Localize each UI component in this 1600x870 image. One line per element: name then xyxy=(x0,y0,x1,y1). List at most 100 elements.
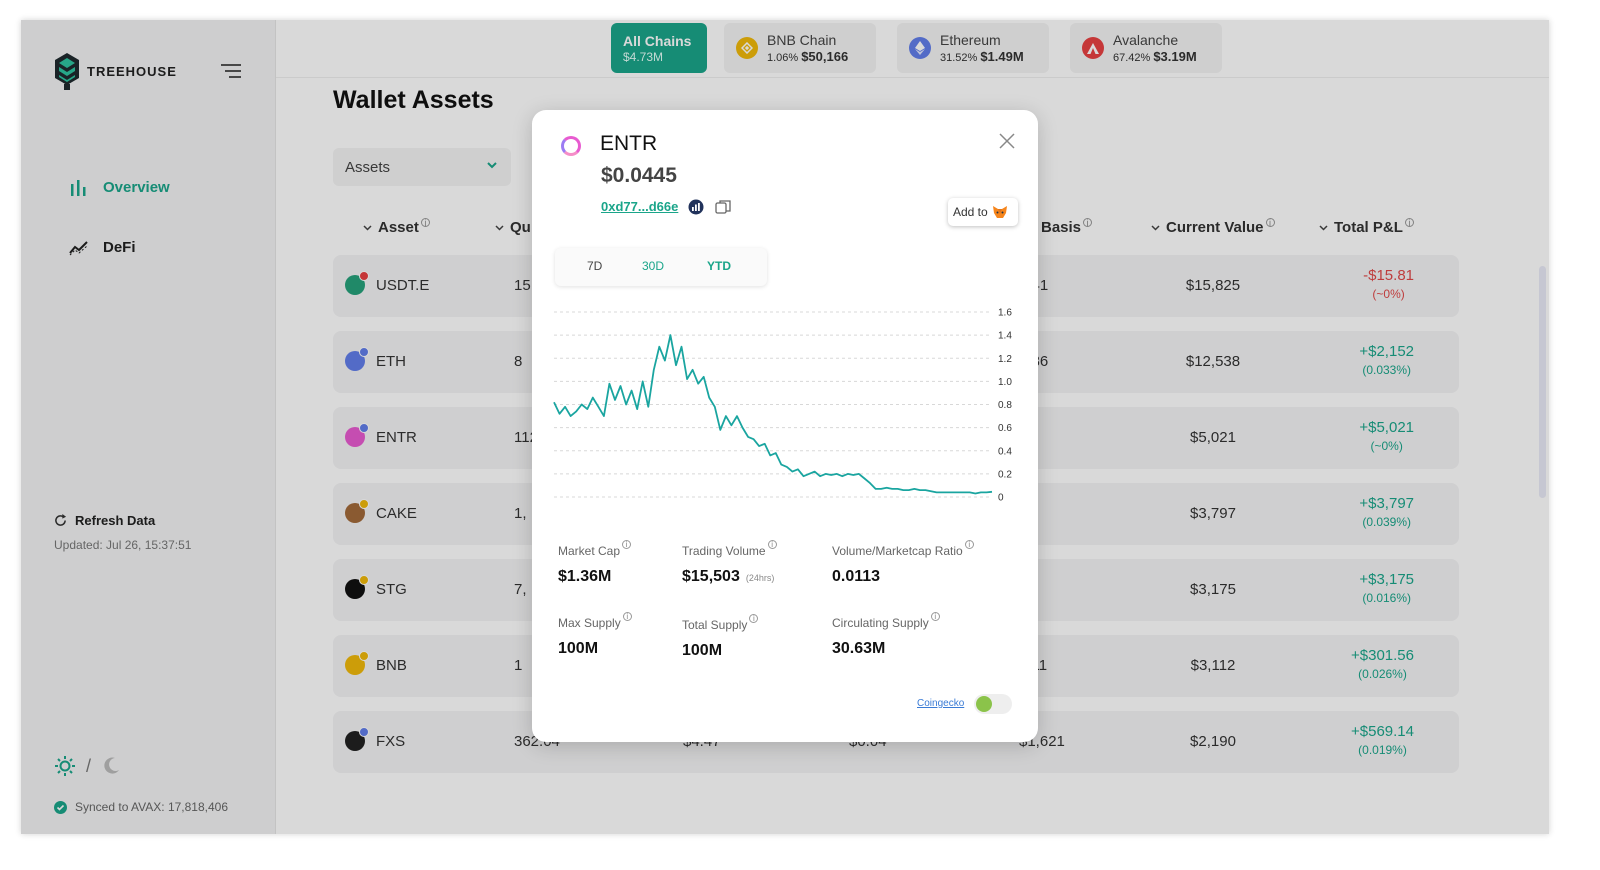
stat-value: $1.36M xyxy=(558,568,612,585)
asset-pnl: +$3,797 xyxy=(1359,495,1414,512)
column-header-quantity[interactable]: Qu xyxy=(495,219,531,236)
treehouse-logo-icon xyxy=(55,53,79,90)
tab-avalanche[interactable]: Avalanche 67.42% $3.19M xyxy=(1070,23,1222,73)
nav-item-label: Overview xyxy=(103,178,170,196)
column-header-cost-basis[interactable]: Basis i xyxy=(1041,218,1093,236)
column-label: Qu xyxy=(510,219,531,236)
close-icon[interactable] xyxy=(999,133,1015,149)
info-icon[interactable]: i xyxy=(622,540,632,549)
asset-icon xyxy=(345,423,369,447)
token-detail-modal: ENTR $0.0445 0xd77...d66e Add to 7D 30D … xyxy=(532,110,1038,742)
updated-timestamp: Updated: Jul 26, 15:37:51 xyxy=(54,538,192,552)
check-circle-icon xyxy=(54,800,67,814)
info-icon[interactable]: i xyxy=(767,540,777,549)
asset-icon xyxy=(345,271,369,295)
asset-name: FXS xyxy=(376,733,406,750)
y-tick-label: 0.2 xyxy=(998,469,1012,480)
page-title: Wallet Assets xyxy=(333,86,494,114)
stat-value: $15,503 xyxy=(682,568,740,585)
asset-filter-select[interactable]: Assets xyxy=(333,148,511,186)
stat-value: 100M xyxy=(558,640,599,657)
sort-chevron-icon xyxy=(363,224,372,231)
asset-icon xyxy=(345,347,369,371)
data-source-toggle[interactable] xyxy=(974,694,1012,714)
stat-label: Volume/Marketcap Ratio xyxy=(832,544,963,558)
chain-badge-icon xyxy=(359,423,369,433)
asset-quantity: 1, xyxy=(514,505,527,522)
column-label: Total P&L xyxy=(1334,219,1403,236)
asset-current-value: $2,190 xyxy=(1190,733,1236,750)
asset-pnl-percent: (0.033%) xyxy=(1362,363,1412,377)
asset-quantity: 112 xyxy=(514,429,538,446)
sync-status: Synced to AVAX: 17,818,406 xyxy=(54,800,228,814)
asset-pnl-percent: (0.039%) xyxy=(1362,515,1412,529)
theme-toggle: / xyxy=(54,755,121,777)
column-label: Current Value xyxy=(1166,219,1264,236)
y-tick-label: 1.6 xyxy=(998,308,1012,319)
asset-pnl-percent: (~0%) xyxy=(1372,287,1405,301)
asset-pnl-percent: (0.026%) xyxy=(1358,667,1407,681)
column-header-total-pnl[interactable]: Total P&L i xyxy=(1319,218,1414,236)
chain-badge-icon xyxy=(359,575,369,585)
info-icon[interactable]: i xyxy=(964,540,974,549)
nav-item-defi[interactable]: DeFi xyxy=(69,238,136,256)
tab-all-chains[interactable]: All Chains $4.73M xyxy=(611,23,707,73)
asset-current-value: $15,825 xyxy=(1185,277,1241,294)
info-icon[interactable]: i xyxy=(1083,218,1093,228)
time-range-selector: 7D 30D YTD xyxy=(555,248,767,286)
column-header-current-value[interactable]: Current Value i xyxy=(1151,218,1275,236)
info-icon[interactable]: i xyxy=(1404,218,1414,228)
asset-pnl: +$569.14 xyxy=(1351,723,1414,740)
stat-label: Trading Volume xyxy=(682,544,766,558)
range-ytd-button[interactable]: YTD xyxy=(707,259,731,273)
chain-tabs: All Chains $4.73M BNB Chain 1.06% $50,166… xyxy=(276,20,1549,78)
asset-current-value: $12,538 xyxy=(1185,353,1241,370)
brand-name: TREEHOUSE xyxy=(87,63,177,79)
info-icon[interactable]: i xyxy=(1265,218,1275,228)
chain-badge-icon xyxy=(359,651,369,661)
stat-value: 100M xyxy=(682,642,723,659)
info-icon[interactable]: i xyxy=(622,612,632,621)
add-to-metamask-button[interactable]: Add to xyxy=(948,198,1018,226)
chain-badge-icon xyxy=(359,347,369,357)
chain-name: Ethereum xyxy=(940,32,1001,48)
y-tick-label: 1.0 xyxy=(998,377,1012,388)
stat-circulating-supply: Circulating Supply i 30.63M xyxy=(832,612,940,658)
contract-address-link[interactable]: 0xd77...d66e xyxy=(601,199,679,214)
logo[interactable]: TREEHOUSE xyxy=(54,52,177,90)
range-30d-button[interactable]: 30D xyxy=(642,259,665,273)
sun-icon[interactable] xyxy=(54,755,76,777)
trend-line-icon xyxy=(69,241,88,256)
chain-percent: 31.52% xyxy=(940,52,978,64)
column-header-asset[interactable]: Asset i xyxy=(363,218,430,236)
y-tick-label: 0.8 xyxy=(998,400,1012,411)
chain-name: Avalanche xyxy=(1113,32,1179,48)
moon-icon[interactable] xyxy=(101,756,121,776)
copy-icon[interactable] xyxy=(715,199,731,215)
coingecko-link[interactable]: Coingecko xyxy=(917,698,965,709)
sort-chevron-icon xyxy=(1319,224,1328,231)
refresh-data-button[interactable]: Refresh Data xyxy=(54,513,155,528)
metamask-fox-icon xyxy=(992,206,1007,218)
info-icon[interactable]: i xyxy=(749,614,759,623)
chain-percent: 1.06% xyxy=(767,52,799,64)
info-icon[interactable]: i xyxy=(420,218,430,228)
asset-current-value: $5,021 xyxy=(1190,429,1236,446)
chevron-down-icon xyxy=(487,162,497,169)
tab-ethereum[interactable]: Ethereum 31.52% $1.49M xyxy=(897,23,1049,73)
token-price: $0.0445 xyxy=(601,164,677,187)
price-series-line xyxy=(553,334,993,495)
refresh-icon xyxy=(55,514,67,526)
menu-icon[interactable] xyxy=(221,64,241,78)
stat-label: Total Supply xyxy=(682,618,748,632)
asset-icon xyxy=(345,727,369,751)
asset-pnl: +$2,152 xyxy=(1359,343,1414,360)
range-7d-button[interactable]: 7D xyxy=(587,259,603,273)
info-icon[interactable]: i xyxy=(930,612,940,621)
tab-bnb-chain[interactable]: BNB Chain 1.06% $50,166 xyxy=(724,23,876,73)
nav-item-overview[interactable]: Overview xyxy=(69,178,170,196)
y-tick-label: 0.4 xyxy=(998,446,1012,457)
block-explorer-icon[interactable] xyxy=(688,199,704,215)
scrollbar[interactable] xyxy=(1539,266,1546,498)
stat-value: 0.0113 xyxy=(832,568,881,585)
